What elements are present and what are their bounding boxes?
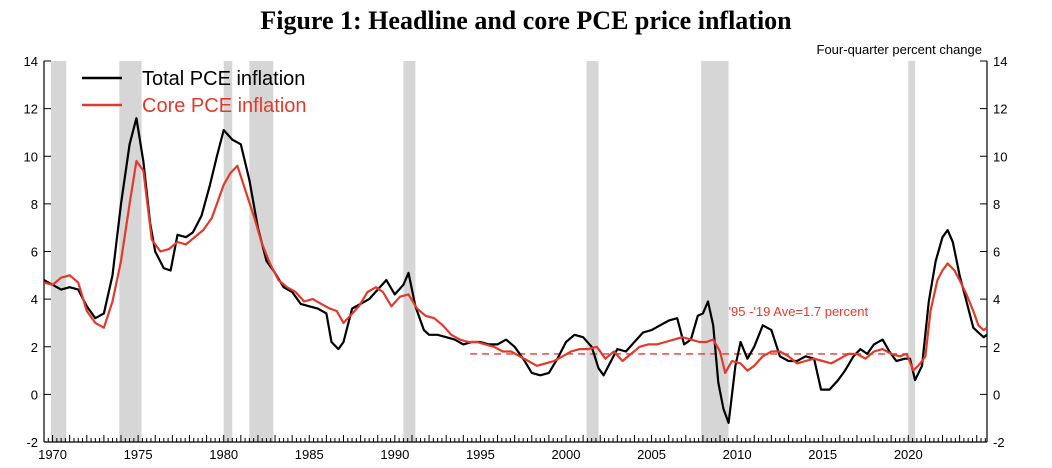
y-tick-label-right: 0 — [993, 387, 1000, 402]
x-tick-label: 2000 — [552, 447, 581, 462]
annotation-group: '95 -'19 Ave=1.7 percent — [729, 304, 869, 319]
y-tick-label-left: 0 — [31, 387, 38, 402]
y-tick-label-right: 4 — [993, 292, 1000, 307]
x-tick-label: 2015 — [808, 447, 837, 462]
x-tick-label: 2010 — [723, 447, 752, 462]
recession-bar — [701, 61, 729, 442]
average-annotation: '95 -'19 Ave=1.7 percent — [729, 304, 869, 319]
chart-subtitle: Four-quarter percent change — [816, 42, 982, 57]
series-group — [43, 117, 988, 424]
recession-bar — [908, 61, 916, 442]
x-tick-label: 1980 — [209, 447, 238, 462]
recession-shading — [50, 61, 916, 442]
recession-bar — [249, 61, 274, 442]
x-tick-label: 2005 — [637, 447, 666, 462]
series-line-core-pce — [43, 159, 988, 374]
y-tick-label-right: 12 — [993, 102, 1007, 117]
x-tick-label: 2020 — [894, 447, 923, 462]
y-tick-label-right: 2 — [993, 340, 1000, 355]
legend-label: Total PCE inflation — [142, 68, 305, 90]
x-tick-label: 1975 — [124, 447, 153, 462]
legend-label: Core PCE inflation — [142, 95, 307, 117]
recession-bar — [403, 61, 416, 442]
y-tick-label-right: 14 — [993, 54, 1007, 69]
recession-bar — [50, 61, 67, 442]
y-tick-label-right: -2 — [993, 435, 1005, 450]
axes — [43, 61, 988, 443]
y-tick-label-left: 8 — [31, 197, 38, 212]
x-tick-label: 1985 — [295, 447, 324, 462]
y-tick-label-left: 2 — [31, 340, 38, 355]
series-line-total-pce — [43, 117, 988, 424]
y-tick-label-right: 6 — [993, 245, 1000, 260]
x-tick-label: 1970 — [38, 447, 67, 462]
y-tick-label-left: 4 — [31, 292, 38, 307]
y-tick-label-right: 8 — [993, 197, 1000, 212]
chart-title: Figure 1: Headline and core PCE price in… — [260, 6, 792, 35]
y-tick-label-left: 14 — [24, 54, 38, 69]
recession-bar — [586, 61, 599, 442]
legend: Total PCE inflation Core PCE inflation — [82, 68, 307, 117]
x-tick-label: 1990 — [380, 447, 409, 462]
recession-bar — [223, 61, 233, 442]
y-tick-label-left: -2 — [26, 435, 38, 450]
y-tick-label-right: 10 — [993, 149, 1007, 164]
recession-bar — [119, 61, 142, 442]
y-tick-label-left: 10 — [24, 149, 38, 164]
x-tick-label: 1995 — [466, 447, 495, 462]
y-tick-label-left: 12 — [24, 102, 38, 117]
ticks: -2 -2 0 0 2 2 4 4 6 6 8 8 10 10 12 12 14 14 1970 1975 1980 19… — [24, 54, 1008, 462]
y-tick-label-left: 6 — [31, 245, 38, 260]
